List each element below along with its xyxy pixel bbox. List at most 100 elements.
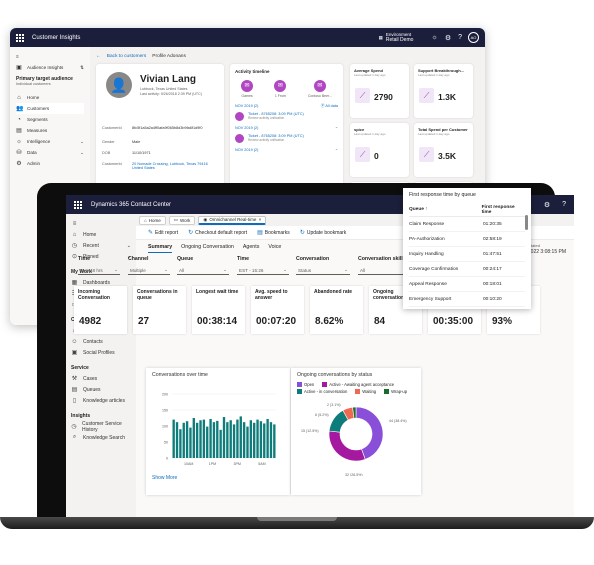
- waffle-icon[interactable]: [74, 200, 82, 209]
- cc-nav-item[interactable]: ⚒ Cases: [71, 373, 131, 384]
- back-arrow-icon[interactable]: ←: [96, 53, 101, 59]
- filter[interactable]: Time Last 48 hrs ⌄: [78, 256, 120, 275]
- command-button[interactable]: ✎ Edit report: [148, 229, 178, 237]
- show-more-link[interactable]: Show More: [152, 475, 178, 481]
- bar[interactable]: [236, 419, 239, 458]
- session-tab[interactable]: ◉ Omnichannel Real-time ×: [198, 215, 267, 225]
- command-button[interactable]: ▤ Bookmarks: [257, 229, 290, 237]
- ci-nav-item[interactable]: ⚙ Admin: [16, 158, 84, 169]
- scrollbar[interactable]: [525, 215, 528, 230]
- bar[interactable]: [195, 422, 199, 458]
- ci-nav-item[interactable]: 👥 Customers: [16, 103, 84, 114]
- filter-dropdown[interactable]: Last 48 hrs ⌄: [78, 266, 120, 275]
- bar[interactable]: [209, 418, 212, 458]
- kpi-card[interactable]: Support Breakthrough... Last updated 1 da…: [414, 64, 473, 118]
- cc-nav-item[interactable]: ▣ Social Profiles: [71, 347, 131, 358]
- bar[interactable]: [172, 419, 175, 458]
- ci-nav-item[interactable]: ◔ Segments: [16, 114, 84, 125]
- session-tab[interactable]: ⌂ Home: [139, 215, 166, 225]
- filter[interactable]: Conversation Status ⌄: [296, 256, 350, 275]
- cc-nav-item[interactable]: ⊙ Pinned ⌄: [71, 251, 131, 262]
- bar[interactable]: [246, 426, 249, 458]
- activity-bubble[interactable]: ✉ Games: [241, 80, 253, 98]
- bar[interactable]: [182, 422, 185, 458]
- filter-dropdown[interactable]: EST - 15:26 ⌄: [237, 266, 289, 275]
- cc-nav-item[interactable]: ◷ Recent ⌄: [71, 240, 131, 251]
- table-row[interactable]: Appeal Response 00:18:01: [409, 277, 525, 292]
- hamburger-icon[interactable]: ≡: [16, 54, 19, 59]
- chevron-up-icon[interactable]: ⌃: [334, 149, 338, 153]
- bar[interactable]: [185, 421, 189, 458]
- table-row[interactable]: Coverage Confirmation 00:24:17: [409, 262, 525, 277]
- donut-slice[interactable]: [352, 406, 357, 419]
- bar[interactable]: [226, 422, 229, 458]
- kpi-card[interactable]: Total Spend per Customer Last updated 1 d…: [414, 123, 473, 177]
- filter[interactable]: Time EST - 15:26 ⌄: [237, 256, 289, 275]
- cc-nav-item[interactable]: ◷ Customer Service History: [71, 421, 131, 433]
- waffle-icon[interactable]: [16, 33, 24, 42]
- bar[interactable]: [232, 424, 236, 458]
- filter[interactable]: Queue All ⌄: [177, 256, 229, 275]
- cc-nav-item[interactable]: ⌂ Home: [71, 229, 131, 240]
- gear-icon[interactable]: ⚙: [543, 201, 551, 209]
- cc-nav-item[interactable]: ▤ Queues: [71, 384, 131, 395]
- table-row[interactable]: Inquiry Handling 01:47:51: [409, 247, 525, 262]
- kpi-tile[interactable]: Longest wait time 00:38:14: [192, 286, 245, 334]
- command-button[interactable]: ↻ Update bookmark: [300, 229, 347, 237]
- bar[interactable]: [242, 422, 246, 458]
- bar[interactable]: [273, 424, 276, 458]
- filter[interactable]: Channel Multiple ⌄: [128, 256, 170, 275]
- timeline-entry[interactable]: Ticket - 8765208: 3:09 PM (UTC) Review ac…: [235, 134, 338, 143]
- bar[interactable]: [179, 429, 182, 458]
- close-icon[interactable]: ×: [258, 217, 262, 222]
- ci-nav-item[interactable]: ☼ Intelligence ⌄: [16, 136, 84, 147]
- report-tab[interactable]: Agents: [242, 244, 260, 250]
- legend-item[interactable]: Wrap-up: [384, 389, 407, 394]
- bar[interactable]: [222, 417, 226, 458]
- bar[interactable]: [239, 416, 242, 458]
- table-row[interactable]: Claim Response 01:20:35: [409, 217, 525, 232]
- column-header[interactable]: First response time: [481, 204, 515, 215]
- report-tab[interactable]: Voice: [268, 244, 282, 250]
- report-tab[interactable]: Ongoing Conversation: [181, 244, 234, 250]
- bar[interactable]: [192, 418, 195, 458]
- bar[interactable]: [259, 421, 263, 458]
- bar[interactable]: [189, 427, 192, 458]
- bar[interactable]: [253, 422, 256, 458]
- bar[interactable]: [212, 422, 216, 458]
- filter-dropdown[interactable]: Multiple ⌄: [128, 266, 170, 275]
- legend-item[interactable]: Active - Awaiting agent acceptance: [322, 382, 394, 387]
- bar[interactable]: [199, 420, 202, 458]
- kpi-tile[interactable]: Abandoned rate 8.62%: [310, 286, 363, 334]
- table-row[interactable]: Emergency Support 00:10:20: [409, 292, 525, 307]
- bar[interactable]: [219, 429, 222, 458]
- ci-nav-item[interactable]: ⛁ Data ⌄: [16, 147, 84, 158]
- kpi-card[interactable]: spice Last updated 1 day ago ⟋ 0: [350, 123, 409, 177]
- donut-slice[interactable]: [328, 430, 366, 462]
- bar[interactable]: [202, 419, 206, 458]
- lightbulb-icon[interactable]: ☼: [431, 33, 438, 41]
- column-header[interactable]: Queue ↑: [409, 207, 428, 212]
- table-row[interactable]: PA-Authorization 02:58:19: [409, 232, 525, 247]
- profile-field[interactable]: CustomerId 20 Nomade Crossing, Lubbock, T…: [102, 162, 220, 170]
- filter-dropdown[interactable]: Status ⌄: [296, 266, 350, 275]
- environment-switcher[interactable]: ▦ Environment Retail Demo: [379, 32, 414, 43]
- activity-bubble[interactable]: ✉ 1 From: [274, 80, 287, 98]
- timeline-date[interactable]: NOV 2019 (2) ⌃: [235, 126, 338, 131]
- legend-item[interactable]: Open: [297, 382, 314, 387]
- bar[interactable]: [266, 418, 269, 458]
- back-to-customers-link[interactable]: Back to customers: [106, 53, 147, 59]
- bar[interactable]: [269, 422, 273, 458]
- cc-nav-item[interactable]: ⌕ Knowledge Search: [71, 432, 131, 443]
- bar[interactable]: [229, 420, 232, 458]
- bar[interactable]: [263, 423, 266, 458]
- bar[interactable]: [175, 422, 179, 458]
- kpi-tile[interactable]: Conversations in queue 27: [133, 286, 186, 334]
- kpi-card[interactable]: Average Spend Last updated 1 day ago ⟋ 2790: [350, 64, 409, 118]
- help-icon[interactable]: ?: [458, 33, 462, 41]
- report-tab[interactable]: Summary: [148, 244, 173, 253]
- timeline-date[interactable]: NOV 2019 (2) ⌃: [235, 148, 338, 153]
- bar[interactable]: [206, 426, 209, 458]
- cc-nav-item[interactable]: ☺ Contacts: [71, 336, 131, 347]
- help-icon[interactable]: ?: [562, 200, 566, 208]
